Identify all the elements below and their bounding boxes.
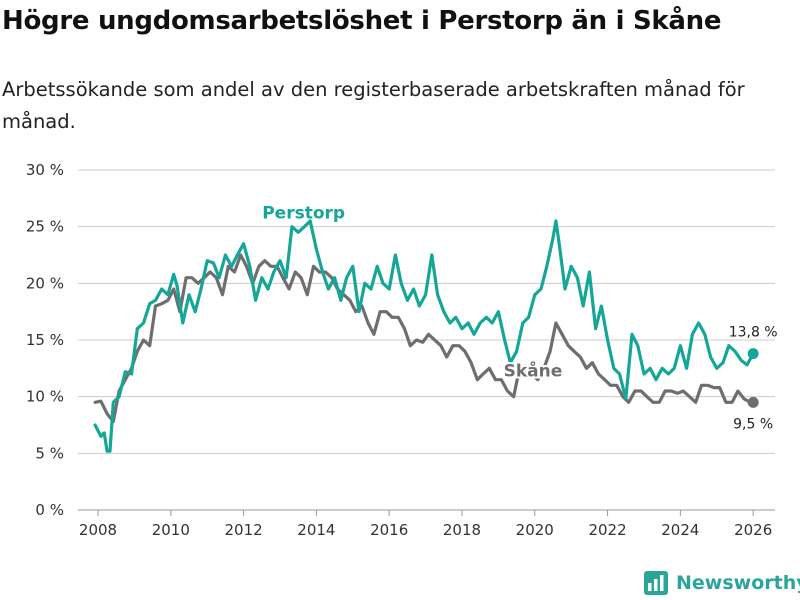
x-tick-label: 2014 <box>297 521 335 539</box>
x-tick-label: 2008 <box>79 521 117 539</box>
y-tick-label: 20 % <box>26 274 64 292</box>
x-tick-label: 2018 <box>443 521 481 539</box>
gridlines <box>78 169 775 511</box>
brand-name: Newsworthy <box>676 572 800 594</box>
end-point-perstorp <box>747 348 759 360</box>
x-tick-label: 2026 <box>734 521 772 539</box>
x-tick-label: 2010 <box>152 521 190 539</box>
page-subtitle: Arbetssökande som andel av den registerb… <box>2 78 745 133</box>
series-label-perstorp: Perstorp <box>262 204 345 224</box>
newsworthy-icon <box>644 571 668 595</box>
end-label-skane: 9,5 % <box>733 416 773 432</box>
x-tick-label: 2020 <box>516 521 554 539</box>
series-line-perstorp <box>93 219 755 453</box>
y-tick-label: 25 % <box>26 218 64 236</box>
y-tick-label: 10 % <box>26 388 64 406</box>
page-title: Högre ungdomsarbetslöshet i Perstorp än … <box>2 6 722 36</box>
x-tick-label: 2022 <box>588 521 626 539</box>
end-point-skane <box>747 396 759 408</box>
x-tick-label: 2024 <box>661 521 699 539</box>
y-tick-label: 5 % <box>35 444 64 462</box>
chart-labels: Perstorp Skåne 13,8 % 9,5 % <box>262 204 777 433</box>
end-label-perstorp: 13,8 % <box>729 325 778 341</box>
y-tick-label: 30 % <box>26 161 64 179</box>
y-tick-label: 15 % <box>26 331 64 349</box>
series-lines <box>93 219 759 453</box>
brand-logo: Newsworthy <box>644 568 800 598</box>
axes: 0 % 5 % 10 % 15 % 20 % 25 % 30 % 2008 2010 2012 20… <box>26 161 772 539</box>
y-tick-label: 0 % <box>35 501 64 519</box>
series-label-skane: Skåne <box>504 359 563 381</box>
x-tick-label: 2016 <box>370 521 408 539</box>
x-tick-label: 2012 <box>225 521 263 539</box>
